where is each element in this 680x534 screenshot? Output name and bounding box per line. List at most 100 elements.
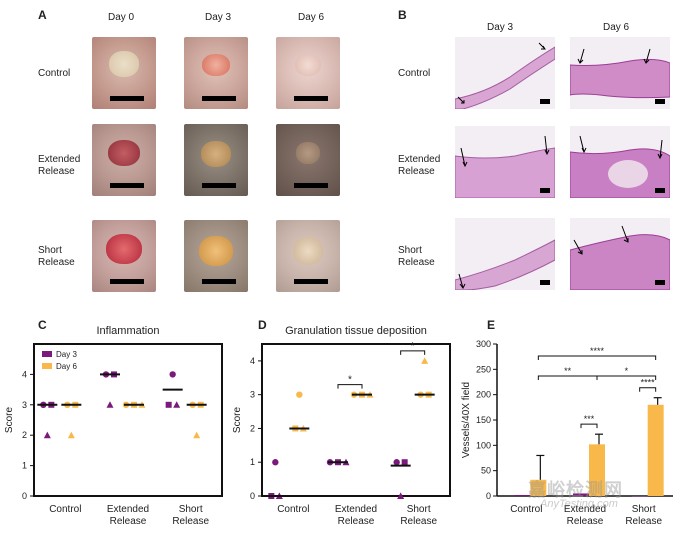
panel-a-row-control: Control [38, 68, 71, 79]
x-category-label-line1: Release [172, 516, 209, 527]
y-tick-label: 0 [22, 491, 27, 501]
y-tick-label: 200 [476, 390, 491, 400]
data-point [421, 357, 429, 364]
y-tick-label: 50 [481, 466, 491, 476]
x-category-label-line0: Control [510, 504, 542, 515]
panel-b-row-short: Short Release [398, 245, 435, 268]
histo-extended-day3-tissue [455, 135, 555, 198]
x-category-label-line1: Release [110, 516, 147, 527]
x-category-label-line0: Short [407, 504, 431, 515]
significance-label: **** [590, 346, 605, 356]
x-category-label-line0: Short [632, 504, 656, 515]
data-point [165, 401, 172, 408]
histo-short-day3-tissue [455, 239, 555, 290]
y-tick-label: 4 [250, 356, 255, 366]
significance-label: * [348, 375, 352, 386]
legend-swatch [42, 363, 52, 369]
histo-short-day6-tissue [570, 225, 670, 290]
photo-short-day0 [92, 220, 156, 292]
x-category-label-line0: Extended [107, 504, 149, 515]
bar [647, 404, 664, 496]
y-tick-label: 150 [476, 415, 491, 425]
panel-d-letter: D [258, 318, 267, 332]
panel-a-row-extended: Extended Release [38, 154, 81, 177]
y-axis-label: Score [4, 407, 15, 434]
panel-a-col-day0: Day 0 [108, 12, 135, 23]
photo-control-day6 [276, 37, 340, 109]
histo-short-day6 [570, 218, 670, 290]
chart-title: Granulation tissue deposition [285, 326, 427, 337]
legend-label: Day 3 [56, 350, 77, 359]
y-tick-label: 2 [250, 423, 255, 433]
y-axis-label: Vessels/40X field [461, 382, 472, 458]
bar [589, 444, 605, 496]
significance-bracket [537, 355, 657, 360]
panel-a-row-short: Short Release [38, 245, 75, 268]
data-point [173, 401, 181, 408]
y-tick-label: 100 [476, 440, 491, 450]
data-point [397, 492, 405, 499]
significance-bracket [639, 387, 657, 392]
significance-bracket [537, 375, 598, 380]
panel-e-letter: E [487, 318, 496, 332]
legend-label: Day 6 [56, 362, 77, 371]
y-tick-label: 250 [476, 364, 491, 374]
y-tick-label: 3 [22, 400, 27, 410]
x-category-label-line1: Release [567, 516, 604, 527]
bar [514, 494, 531, 496]
histo-extended-day3 [455, 126, 555, 198]
significance-label: * [411, 341, 415, 352]
photo-control-day3 [184, 37, 248, 109]
bar [530, 479, 547, 496]
x-category-label-line0: Short [179, 504, 203, 515]
y-tick-label: 1 [22, 461, 27, 471]
significance-label: ** [564, 366, 572, 376]
data-point [193, 431, 201, 439]
panel-a-col-day3: Day 3 [205, 12, 232, 23]
y-tick-label: 0 [250, 491, 255, 501]
panel-b-row-extended: Extended Release [398, 154, 441, 177]
panel-b-col-day3: Day 3 [487, 22, 514, 33]
x-category-label-line0: Control [277, 504, 309, 515]
panel-a-letter: A [38, 8, 47, 22]
x-category-label-line1: Release [400, 516, 437, 527]
bar [573, 493, 589, 496]
x-category-label-line0: Control [49, 504, 81, 515]
y-axis-label: Score [232, 407, 243, 434]
photo-short-day3 [184, 220, 248, 292]
photo-control-day0 [92, 37, 156, 109]
x-category-label-line0: Extended [335, 504, 377, 515]
y-tick-label: 3 [250, 390, 255, 400]
data-point [67, 431, 75, 439]
significance-bracket [337, 384, 363, 389]
data-point [296, 391, 303, 398]
histo-control-day3-tissue [455, 42, 555, 109]
panel-b-letter: B [398, 8, 407, 22]
data-point [401, 459, 408, 466]
histo-control-day6 [570, 37, 670, 109]
significance-bracket [400, 350, 426, 355]
chart-title: Inflammation [97, 326, 160, 337]
y-tick-label: 4 [22, 369, 27, 379]
histo-extended-day6-tissue [570, 135, 670, 198]
significance-label: **** [641, 378, 656, 388]
photo-short-day6 [276, 220, 340, 292]
plot-frame [33, 343, 223, 497]
photo-extended-day0 [92, 124, 156, 196]
photo-extended-day6 [276, 124, 340, 196]
histo-control-day3 [455, 37, 555, 109]
histo-control-day6-tissue [570, 48, 670, 99]
panel-b-row-control: Control [398, 68, 431, 79]
histo-short-day3 [455, 218, 555, 290]
chart-vessels: 0 50 100 150 200 250 300 Vessels/40X field Contr… [461, 339, 673, 527]
y-tick-label: 300 [476, 339, 491, 349]
x-category-label-line1: Release [338, 516, 375, 527]
data-point [393, 459, 400, 466]
significance-bracket [580, 423, 598, 429]
bar [631, 496, 648, 497]
histo-extended-day6 [570, 126, 670, 198]
panel-b-col-day6: Day 6 [603, 22, 630, 33]
legend-swatch [42, 351, 52, 357]
significance-label: *** [584, 414, 595, 424]
